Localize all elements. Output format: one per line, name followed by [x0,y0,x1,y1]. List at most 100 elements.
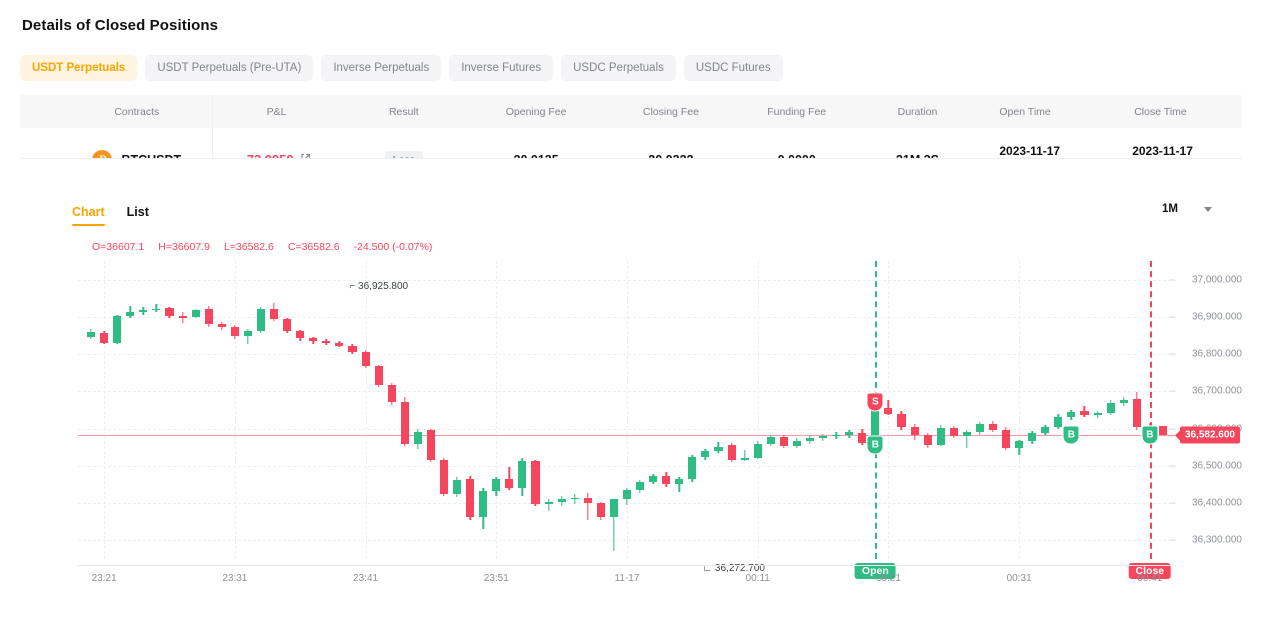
close-time-date: 2023-11-17 [1132,143,1193,158]
candlestick [492,261,501,559]
candle-body [609,499,618,518]
buy-pin-icon[interactable]: B [1062,425,1080,445]
candlestick [270,261,279,559]
category-tab-4[interactable]: USDC Perpetuals [561,55,676,81]
category-tab-3[interactable]: Inverse Futures [449,55,554,81]
candle-wick [678,477,680,492]
candle-body [1132,398,1141,428]
time-axis[interactable]: 23:21 23:31 23:41 23:51 11-17 00:11 00:21 00:31… [78,565,1176,595]
candlestick [1093,261,1102,559]
header-open-time: Open Time [999,105,1051,118]
candlestick [243,261,252,559]
price-axis-tick [1170,539,1175,541]
candlestick [1028,261,1037,559]
buy-pin-icon[interactable]: B [1141,425,1159,445]
price-axis-tick [1170,428,1175,430]
candlestick [413,261,422,559]
candle-body [975,424,984,433]
time-axis-label: 23:41 [353,573,379,584]
candle-body [1054,416,1063,428]
candlestick [779,261,788,559]
candlestick [609,261,618,559]
candlestick-chart: O=36607.1 H=36607.9 L=36582.6 C=36582.6 -24.… [20,241,1242,607]
candle-body [897,413,906,428]
header-funding-fee: Funding Fee [767,105,827,118]
candle-body [335,342,344,346]
category-tab-0[interactable]: USDT Perpetuals [20,55,138,81]
candlestick [988,261,998,559]
candlestick [805,261,815,559]
category-tab-1[interactable]: USDT Perpetuals (Pre-UTA) [145,55,314,81]
interval-selector[interactable]: 1M [1162,203,1212,215]
candlestick [335,261,344,559]
candlestick [583,261,592,559]
candlestick [1080,261,1089,559]
pin-glyph: B [1146,429,1154,441]
header-pnl: P&L [266,105,287,118]
candlestick [557,261,566,559]
price-axis-label: 36,300.000 [1191,534,1242,546]
pin-glyph: B [1067,429,1076,441]
candlestick [884,261,893,559]
candle-body [988,424,998,431]
candle-body [152,308,161,311]
open-time-date: 2023-11-17 [999,143,1061,158]
candle-body [309,338,318,341]
category-tab-2[interactable]: Inverse Perpetuals [321,55,442,81]
candlestick [622,261,632,559]
candle-body [766,436,775,444]
time-axis-label: 23:51 [483,573,509,584]
tab-chart[interactable]: Chart [72,205,105,226]
tab-list[interactable]: List [126,205,149,219]
category-tab-5[interactable]: USDC Futures [683,55,783,81]
pin-shape [866,435,884,455]
table-header-row: Contracts P&L Result Opening Fee Closing… [20,95,1242,128]
candle-body [139,310,148,312]
candle-wick [887,399,890,416]
candlestick [740,261,749,559]
candlestick [636,261,645,559]
candle-body [753,443,762,458]
candle-wick [613,513,615,551]
pin-shape [1141,425,1159,445]
low-price-annotation: ∟ 36,272.700 [702,562,765,574]
candlestick [191,261,200,559]
candlestick [819,261,828,559]
candle-body [256,309,266,332]
gridline-vertical [757,261,759,559]
candlestick [426,261,435,559]
candlestick [1119,261,1128,559]
candlestick [178,261,187,559]
candlestick [387,261,396,559]
candlestick [701,261,710,559]
candle-body [910,427,919,436]
header-result: Result [388,105,419,118]
candlestick [858,261,867,559]
candlestick [1067,261,1076,559]
candle-body [492,478,501,492]
sell-pin-icon[interactable]: S [866,392,884,412]
candle-body [1002,430,1011,448]
time-axis-label: 23:21 [91,573,117,584]
price-axis-tick [1170,279,1175,281]
candle-body [649,476,658,483]
candle-body [439,459,449,495]
price-axis-label: 36,800.000 [1191,348,1242,360]
ohlc-item-1: H=36607.9 [158,241,210,253]
candlestick [87,261,96,559]
candle-wick [508,466,511,491]
candlestick [479,261,488,559]
open-marker-label[interactable]: Open [854,563,896,579]
price-axis[interactable]: 37,000.000 36,900.000 36,800.000 36,700.000… [1170,261,1242,559]
candle-body [688,456,697,480]
candlestick [675,261,684,559]
candle-body [374,366,383,385]
candle-body [165,307,174,317]
candlestick [256,261,266,559]
buy-pin-icon[interactable]: B [866,435,884,455]
chart-plot-area[interactable]: ⌐ 36,925.800 ∟ 36,272.700 Open Close S B B B [78,261,1176,579]
gridline-vertical [365,261,367,559]
time-axis-label: 00:21 [875,573,901,584]
close-marker-label[interactable]: Close [1128,563,1172,579]
